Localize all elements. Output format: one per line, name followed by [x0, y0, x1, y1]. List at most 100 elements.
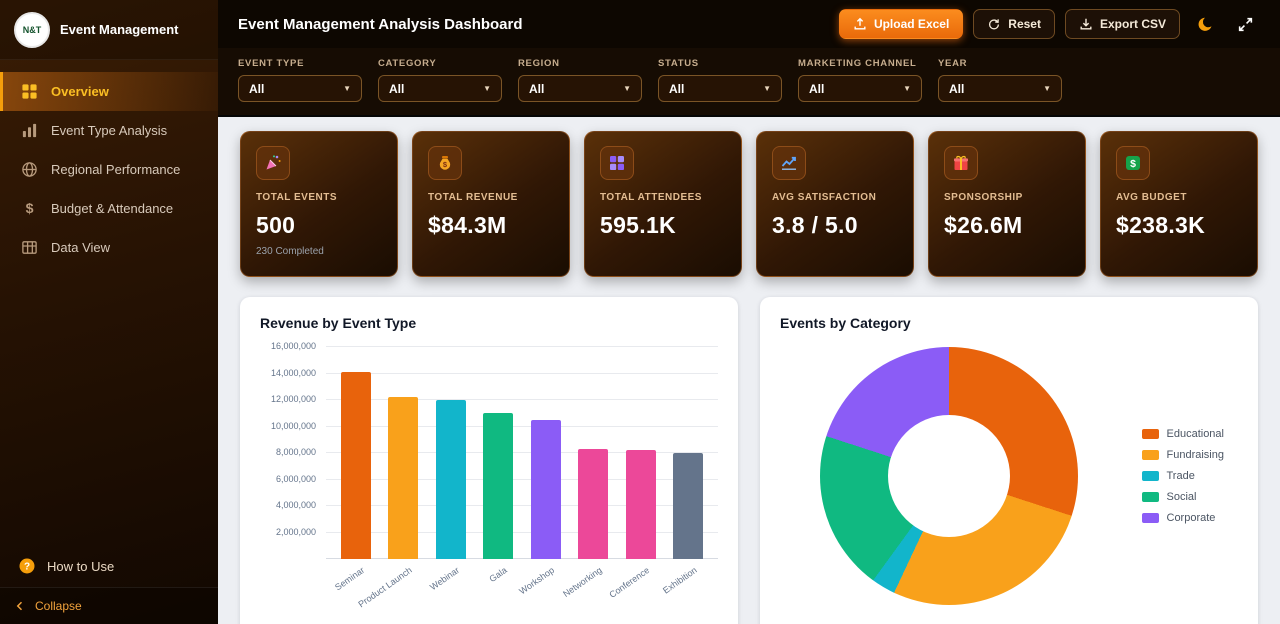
kpi-card-avg-satisfaction: AVG SATISFACTION 3.8 / 5.0: [756, 131, 914, 277]
sidebar-item-how-to-use[interactable]: ? How to Use: [0, 545, 218, 587]
event-type-select[interactable]: All ▼: [238, 75, 362, 102]
y-tick-label: 10,000,000: [270, 420, 316, 431]
revenue-by-event-type-card: Revenue by Event Type 2,000,000 4,000,000…: [240, 297, 738, 624]
chevron-down-icon: ▼: [1043, 84, 1051, 93]
kpi-label: TOTAL ATTENDEES: [600, 192, 702, 203]
sidebar-item-regional-performance[interactable]: Regional Performance: [0, 150, 218, 189]
bar-networking: [578, 449, 609, 559]
donut-chart: [820, 347, 1078, 605]
bar-slot-exhibition: [665, 347, 713, 559]
reset-icon: [989, 19, 1000, 30]
legend-item-trade[interactable]: Trade: [1141, 470, 1225, 482]
expand-icon: [1238, 17, 1252, 31]
year-select[interactable]: All ▼: [938, 75, 1062, 102]
bar-chart-y-axis: 2,000,000 4,000,000 6,000,000 8,000,000 10,0…: [260, 341, 326, 559]
legend-item-educational[interactable]: Educational: [1141, 428, 1225, 440]
y-tick-label: 12,000,000: [270, 394, 316, 404]
reset-button[interactable]: Reset: [973, 9, 1055, 39]
x-tick-label: Seminar: [333, 565, 367, 593]
download-icon: [1080, 18, 1092, 30]
globe-icon: [21, 161, 38, 178]
legend-item-corporate[interactable]: Corporate: [1141, 512, 1225, 524]
donut-hole: [888, 415, 1010, 537]
x-tick-label: Gala: [487, 565, 509, 585]
legend-swatch: [1141, 450, 1159, 460]
main-column: Event Management Analysis Dashboard Uplo…: [218, 0, 1280, 624]
filter-category: CATEGORY All ▼: [378, 58, 502, 102]
legend-label: Educational: [1166, 428, 1225, 440]
status-select[interactable]: All ▼: [658, 75, 782, 102]
y-tick-label: 8,000,000: [275, 447, 316, 457]
select-value: All: [529, 81, 545, 96]
svg-text:?: ?: [24, 562, 30, 573]
legend-label: Social: [1166, 491, 1197, 503]
gridline: [326, 505, 718, 506]
kpi-label: AVG BUDGET: [1116, 192, 1187, 203]
x-tick-label: Exhibition: [661, 565, 699, 596]
legend-swatch: [1141, 492, 1159, 502]
collapse-button[interactable]: Collapse: [0, 587, 218, 624]
chevron-down-icon: ▼: [623, 84, 631, 93]
legend-item-social[interactable]: Social: [1141, 491, 1225, 503]
legend-item-fundraising[interactable]: Fundraising: [1141, 449, 1225, 461]
sidebar-item-event-type-analysis[interactable]: Event Type Analysis: [0, 111, 218, 150]
bar-slot-conference: [617, 347, 665, 559]
brand-name: Event Management: [60, 22, 179, 37]
chevron-left-icon: [14, 600, 26, 612]
legend-swatch: [1141, 513, 1159, 523]
filter-label: CATEGORY: [378, 58, 437, 69]
filter-event-type: EVENT TYPE All ▼: [238, 58, 362, 102]
gridline: [326, 531, 718, 533]
fullscreen-button[interactable]: [1230, 11, 1260, 37]
kpi-subtext: 230 Completed: [256, 246, 324, 257]
donut-chart-area: Educational Fundraising Trade Social Corpora…: [780, 347, 1238, 605]
x-tick-gala: Gala: [475, 559, 523, 613]
money-bag-icon: $: [428, 146, 462, 180]
bar-webinar: [435, 400, 466, 559]
x-tick-product-launch: Product Launch: [356, 559, 428, 613]
kpi-card-sponsorship: SPONSORSHIP $26.6M: [928, 131, 1086, 277]
chevron-down-icon: ▼: [483, 84, 491, 93]
upload-excel-button[interactable]: Upload Excel: [838, 9, 964, 39]
export-csv-button[interactable]: Export CSV: [1064, 9, 1180, 39]
sidebar-nav: Overview Event Type Analysis Regional Perf…: [0, 60, 218, 545]
bar-chart-x-axis: Seminar Product Launch Webinar Gala Workshop…: [326, 559, 718, 613]
sidebar-brand: N&T Event Management: [0, 0, 218, 60]
table-icon: [21, 239, 38, 256]
donut-legend: Educational Fundraising Trade Social Corpora…: [1141, 428, 1225, 524]
filter-label: YEAR: [938, 58, 968, 69]
sidebar: N&T Event Management Overview Event Type …: [0, 0, 218, 624]
sidebar-item-label: Regional Performance: [51, 162, 181, 177]
upload-icon: [854, 17, 866, 30]
y-tick-label: 2,000,000: [275, 526, 316, 537]
chevron-down-icon: ▼: [343, 84, 351, 93]
x-tick-networking: Networking: [561, 559, 618, 613]
kpi-card-avg-budget: $ AVG BUDGET $238.3K: [1100, 131, 1258, 277]
legend-label: Trade: [1166, 470, 1195, 482]
bar-slot-seminar: [332, 347, 380, 559]
theme-toggle-button[interactable]: [1190, 11, 1220, 37]
filter-bar: EVENT TYPE All ▼ CATEGORY All ▼ REGION All ▼ STAT…: [218, 48, 1280, 117]
sidebar-item-data-view[interactable]: Data View: [0, 228, 218, 267]
svg-text:$: $: [443, 160, 448, 169]
marketing-channel-select[interactable]: All ▼: [798, 75, 922, 102]
region-select[interactable]: All ▼: [518, 75, 642, 102]
bar-chart-title: Revenue by Event Type: [260, 315, 417, 331]
sidebar-item-budget-attendance[interactable]: $ Budget & Attendance: [0, 189, 218, 228]
header: Event Management Analysis Dashboard Uplo…: [218, 0, 1280, 48]
filter-year: YEAR All ▼: [938, 58, 1062, 102]
app-logo: N&T: [14, 11, 50, 48]
moon-icon: [1198, 17, 1211, 31]
filter-region: REGION All ▼: [518, 58, 642, 102]
x-tick-conference: Conference: [607, 559, 665, 613]
bar-chart-plot: [326, 346, 718, 559]
kpi-value: $26.6M: [944, 212, 1023, 238]
kpi-label: TOTAL REVENUE: [428, 192, 518, 203]
gridline: [326, 346, 718, 347]
filter-label: REGION: [518, 58, 560, 69]
sidebar-item-overview[interactable]: Overview: [0, 72, 218, 111]
x-tick-workshop: Workshop: [517, 559, 570, 613]
select-value: All: [389, 81, 405, 96]
select-value: All: [949, 81, 965, 96]
category-select[interactable]: All ▼: [378, 75, 502, 102]
